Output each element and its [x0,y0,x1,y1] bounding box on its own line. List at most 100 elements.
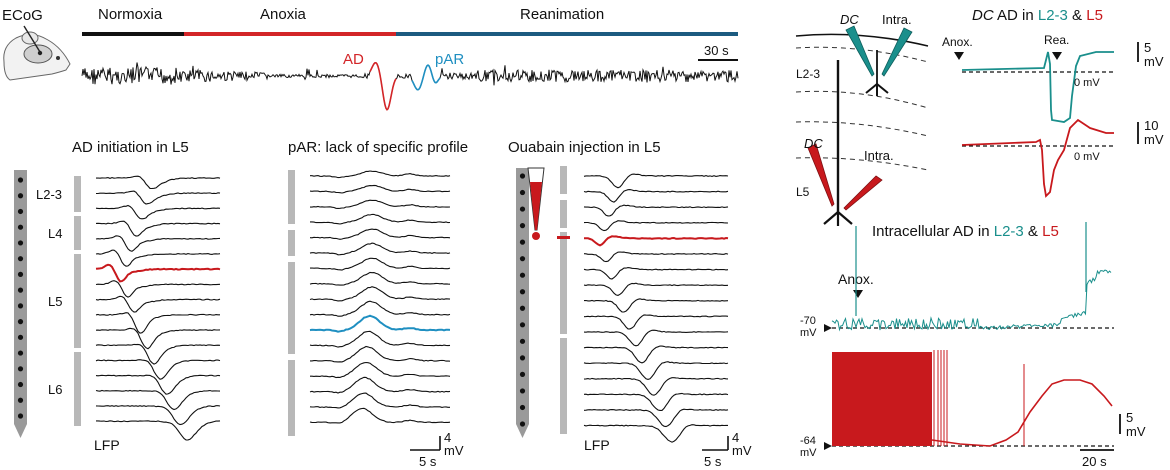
panel-ouabain-scale-t: 5 s [704,454,722,469]
ad-label: AD [343,51,364,68]
probe-contact [17,319,24,325]
lfp-trace [95,405,221,426]
probe-contact [519,189,526,196]
panel-par-scale-bar [410,436,441,451]
panel-par-scale-t: 5 s [419,454,437,469]
panel-ad-traces [95,175,221,441]
lfp-trace [583,251,729,263]
panel-par-title: pAR: lack of specific profile [288,139,468,156]
lfp-trace [310,170,451,179]
cortex-l23: L2-3 [796,67,820,81]
dc-trace-l23 [961,51,1114,123]
lfp-trace [96,420,221,441]
intra-trace-l23 [831,269,1112,332]
probe-contact [519,239,526,245]
intra-anox-arrow [853,290,863,298]
intra-scale-v: 5 [1126,410,1133,425]
layer-label-l5: L5 [48,294,62,309]
lfp-trace [95,343,221,365]
lfp-trace [95,389,221,411]
lfp-trace [309,271,451,286]
ecog-scale-bar: 30 s [698,43,738,61]
probe-contact [17,303,24,309]
par-label: pAR [435,51,464,68]
layer-bar-l6 [74,352,81,426]
dc-zero-label-2: 0 mV [1074,151,1100,163]
probe-contact [519,388,526,394]
panel-ad-title: AD initiation in L5 [72,139,189,156]
lfp-trace [95,220,221,237]
rat-head-icon [3,25,71,81]
lfp-trace [95,312,220,334]
layer-label-l23: L2-3 [36,187,62,202]
pipette-icon [807,25,913,211]
lfp-trace [95,235,221,252]
dc-anox-label: Anox. [942,35,973,49]
lfp-trace [310,199,451,209]
lfp-trace [95,327,221,350]
intra-scale-unit: mV [1126,424,1146,439]
lfp-trace [95,374,221,395]
layer-bar-oua-2 [560,200,567,228]
panel-ouabain-traces [583,173,729,443]
dc-panel-title: DC AD in L2-3 & L5 [972,7,1103,24]
lfp-trace [95,295,221,313]
electrode-probe-icon [14,170,27,438]
lfp-trace [95,175,221,190]
lfp-trace [584,235,729,247]
lfp-trace [309,330,451,348]
lfp-trace [309,228,451,240]
probe-contact [519,256,526,262]
syringe-icon [527,167,545,240]
dc-scale-value-2: 10 [1144,118,1158,133]
cortex-dc-top: DC [840,12,859,27]
lfp-trace [95,263,221,283]
probe-contact [519,223,526,229]
probe-contact [519,322,526,328]
dc-scale-unit-1: mV [1144,54,1164,69]
panel-par-scale-v: 4 mV [444,430,464,458]
lfp-trace [309,300,451,317]
dc-scale-value-1: 5 [1144,40,1151,55]
layer-bar-l23 [74,176,81,212]
probe-contact [17,413,24,419]
lfp-trace [310,213,451,225]
probe-contact [519,404,526,411]
probe-contact [519,289,526,295]
lfp-trace [583,361,729,380]
lfp-trace [583,345,729,364]
probe-contact [17,366,24,372]
intra-scale-bar [1080,414,1121,451]
probe-contact [17,397,24,403]
probe-contact [519,338,526,344]
panel-ouabain-footer: LFP [584,437,610,453]
ecog-scale-label: 30 s [704,43,729,58]
probe-contact [17,271,24,277]
panel-ouabain-scale-v: 4 mV [732,430,752,458]
layer-bar-oua-4 [560,338,567,434]
lfp-trace [309,407,451,424]
probe-contact [17,334,24,340]
probe-contact [17,287,24,293]
layer-bar-oua-1 [560,166,567,194]
lfp-trace [309,314,451,333]
probe-contact [17,193,24,199]
layer-label-l4: L4 [48,226,62,241]
lfp-trace [96,190,221,205]
panel-ad-footer: LFP [94,437,120,453]
layer-label-l6: L6 [48,382,62,397]
lfp-trace [310,361,451,379]
intra-v2-unit: mV [800,447,817,459]
intra-v2-arrow [824,442,832,450]
ecog-par-deflection [411,64,441,91]
probe-contact [17,256,24,262]
intra-v1-unit: mV [800,327,817,339]
cortex-intra-bottom: Intra. [864,148,894,163]
layer-bar-l4 [74,216,81,250]
lfp-trace [95,204,221,220]
phase-bar-normoxia [82,32,184,36]
probe-contact [519,173,526,179]
phase-bar-reanimation [396,32,738,36]
lfp-trace [583,377,729,396]
lfp-trace [309,184,451,194]
